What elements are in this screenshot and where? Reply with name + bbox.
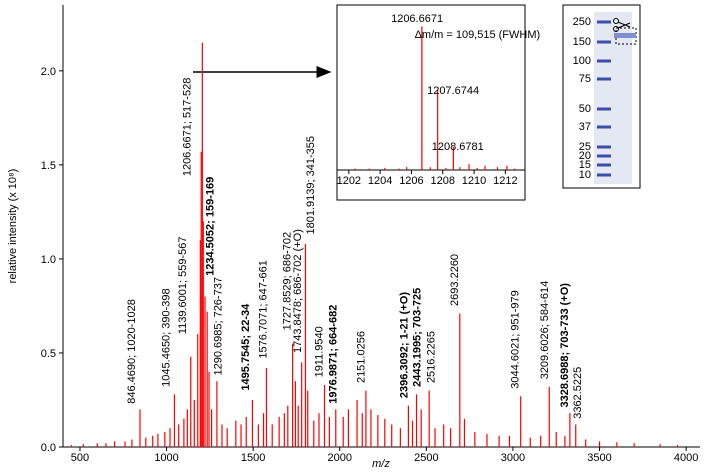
annotation: 1801.9139; 341-355 <box>305 136 317 234</box>
y-tick-label: 0.5 <box>41 348 56 360</box>
annotation: 1743.8478; 686-702 (+O) <box>292 229 304 353</box>
annotation: 1727.8529; 686-702 <box>282 232 294 330</box>
x-tick-label: 1208 <box>430 175 454 187</box>
gel-band <box>597 77 611 81</box>
gel-marker-label: 250 <box>573 16 591 28</box>
gel-marker-label: 15 <box>579 159 591 171</box>
annotation: 846.4690; 1020-1028 <box>126 299 138 404</box>
gel-marker-label: 75 <box>579 73 591 85</box>
annotation: 1576.7071; 647-661 <box>257 260 269 358</box>
gel-band <box>597 154 611 158</box>
annotation: 1290.6985; 726-737 <box>212 277 224 375</box>
y-axis-label: relative intensity (x 10⁸) <box>7 169 19 284</box>
annotation: 2151.0256 <box>355 331 367 383</box>
gel-band <box>597 173 611 177</box>
y-tick-label: 0.0 <box>41 442 56 454</box>
gel-marker-label: 25 <box>579 141 591 153</box>
annotation: 3044.6021; 951-979 <box>509 290 521 388</box>
annotation: 3209.6026; 584-614 <box>539 281 551 379</box>
annotation: 2693.2260 <box>449 254 461 306</box>
scissors-icon <box>613 18 631 32</box>
annotation: 1208.6781 <box>432 141 484 153</box>
inset-frame <box>336 4 526 201</box>
y-tick-label: 1.5 <box>41 160 56 172</box>
annotation: 1234.5052; 159-169 <box>205 177 217 276</box>
annotation: 1139.6001; 559-567 <box>177 236 189 334</box>
annotation: 1206.6671 <box>391 13 443 25</box>
y-tick-label: 2.0 <box>41 66 56 78</box>
gel-band <box>597 125 611 129</box>
annotation: 1495.7545; 22-34 <box>240 303 252 391</box>
annotation: 1206.6671; 517-528 <box>181 78 193 176</box>
gel-marker-label: 20 <box>579 150 591 162</box>
gel-band <box>597 107 611 111</box>
gel-marker-label: 50 <box>579 103 591 115</box>
annotation: Δm/m = 109,515 (FWHM) <box>415 29 541 41</box>
annotation: 2443.1995; 703-725 <box>412 288 424 387</box>
annotation: 2396.3092; 1-21 (+O) <box>399 292 411 398</box>
x-tick-label: 500 <box>71 452 89 464</box>
gel-marker-label: 100 <box>573 55 591 67</box>
gel-marker-label: 37 <box>579 121 591 133</box>
annotation: 1976.9871; 664-682 <box>328 305 340 404</box>
x-tick-label: 1500 <box>241 452 265 464</box>
annotation: 2516.2265 <box>425 331 437 383</box>
y-tick-label: 1.0 <box>41 254 56 266</box>
gel-band <box>597 59 611 63</box>
gel-band <box>597 20 611 24</box>
gel-marker-label: 10 <box>579 169 591 181</box>
annotation: 3328.6988; 703-733 (+O) <box>559 283 571 408</box>
gel-band <box>597 163 611 167</box>
x-tick-label: 1210 <box>462 175 486 187</box>
x-tick-label: 2500 <box>414 452 438 464</box>
x-tick-label: 1204 <box>368 175 392 187</box>
x-tick-label: 1212 <box>493 175 517 187</box>
x-tick-label: 3500 <box>587 452 611 464</box>
x-tick-label: 2000 <box>328 452 352 464</box>
x-tick-label: 1202 <box>337 175 361 187</box>
gel-band <box>597 40 611 44</box>
x-tick-label: 4000 <box>674 452 698 464</box>
gel-band <box>597 145 611 149</box>
x-tick-label: 1000 <box>154 452 178 464</box>
x-tick-label: 3000 <box>501 452 525 464</box>
gel-band <box>614 33 636 38</box>
annotation: 1911.9540 <box>314 326 326 377</box>
x-tick-label: 1206 <box>399 175 423 187</box>
annotation: 1045.4650; 390-398 <box>160 288 172 386</box>
gel-marker-label: 150 <box>573 36 591 48</box>
x-axis-label: m/z <box>372 458 390 470</box>
annotation: 3362.5225 <box>572 367 584 419</box>
annotation: 1207.6744 <box>427 85 479 97</box>
